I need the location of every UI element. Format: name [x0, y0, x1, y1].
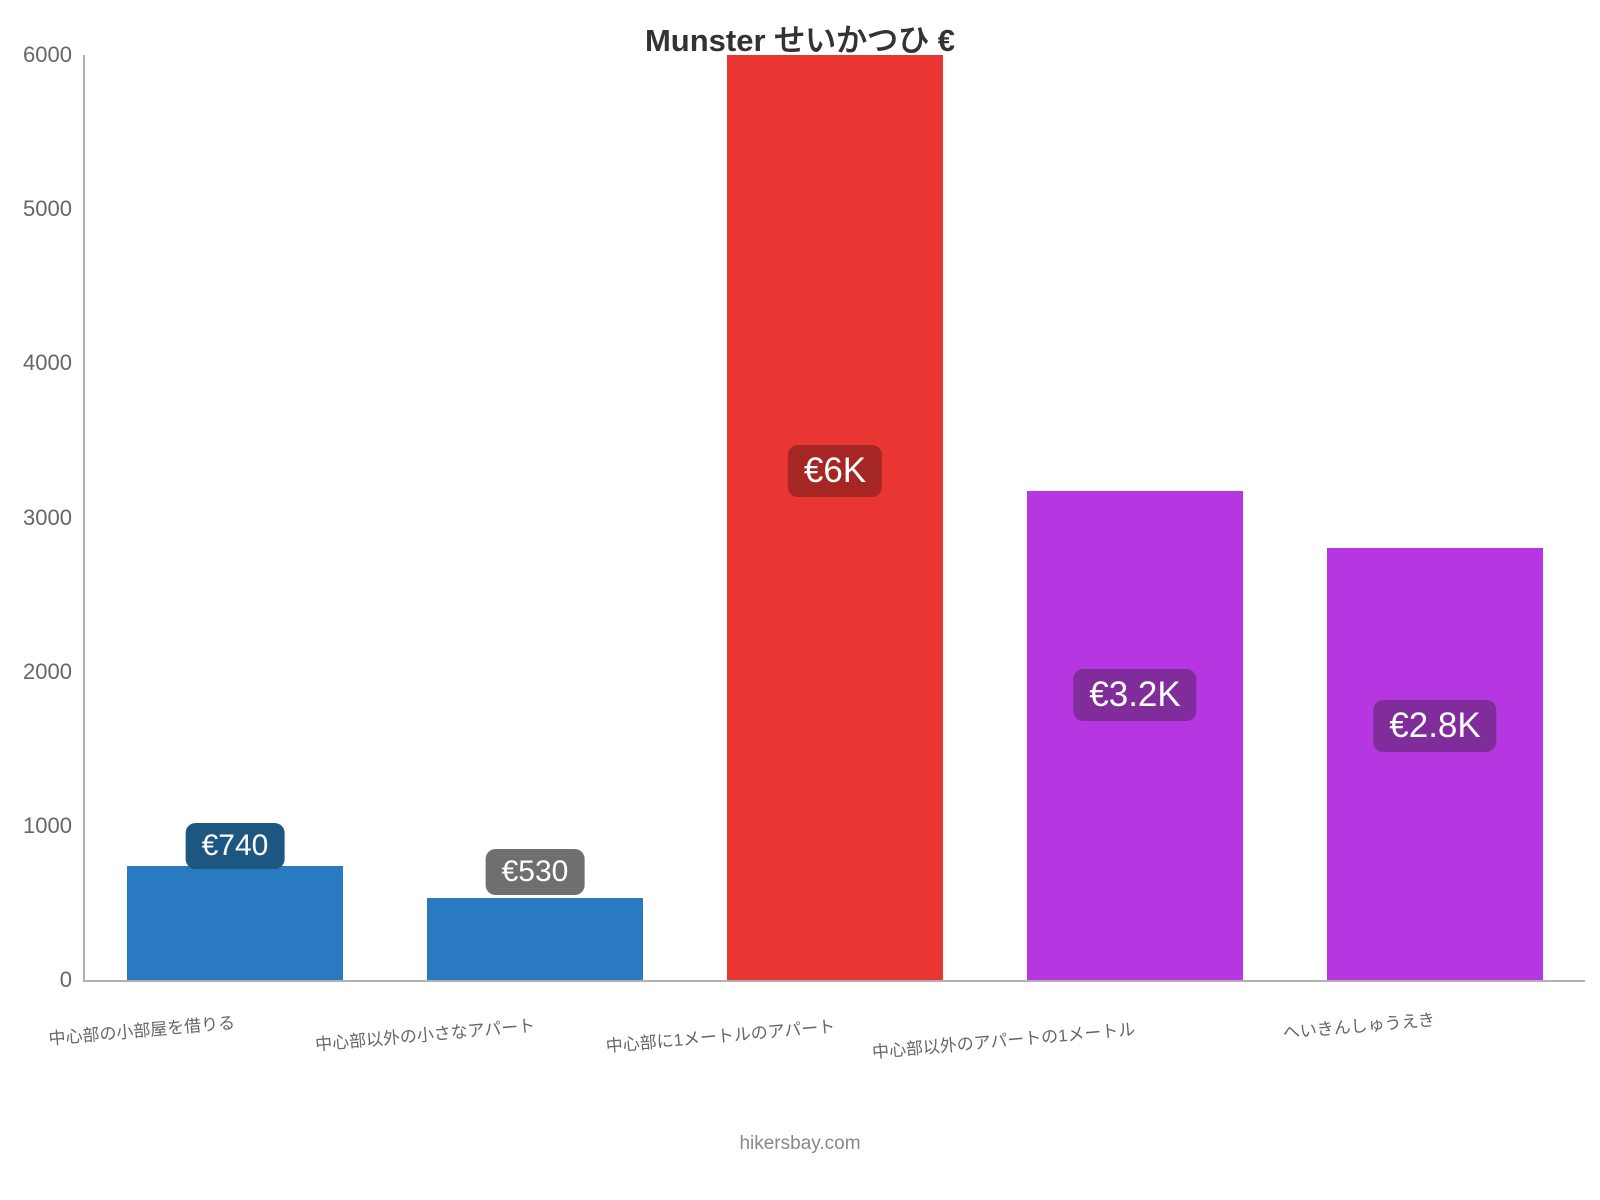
- value-badge: €740: [186, 823, 285, 869]
- x-tick-label: 中心部以外のアパートの1メートル: [871, 1015, 1136, 1063]
- value-badge: €530: [486, 849, 585, 895]
- value-badge: €2.8K: [1373, 700, 1496, 752]
- x-tick-label: へいきんしゅうえき: [1282, 1005, 1436, 1043]
- x-tick-label: 中心部以外の小さなアパート: [314, 1011, 536, 1055]
- value-badge: €3.2K: [1073, 669, 1196, 721]
- y-tick-label: 1000: [23, 813, 72, 839]
- x-tick-label: 中心部に1メートルのアパート: [605, 1012, 836, 1057]
- value-badge: €6K: [788, 445, 882, 497]
- y-tick-label: 0: [60, 967, 72, 993]
- y-tick-label: 6000: [23, 42, 72, 68]
- x-tick-label: 中心部の小部屋を借りる: [47, 1008, 235, 1049]
- bar: [1327, 548, 1543, 980]
- bar: [1027, 491, 1243, 980]
- y-tick-label: 5000: [23, 196, 72, 222]
- bar: [127, 866, 343, 980]
- y-tick-label: 2000: [23, 659, 72, 685]
- y-tick-label: 3000: [23, 505, 72, 531]
- chart-container: Munster せいかつひ € €740 €530 €6K €3.2K €2.8K hi…: [0, 0, 1600, 1200]
- bar: [727, 55, 943, 980]
- watermark: hikersbay.com: [0, 1133, 1600, 1155]
- bar: [427, 898, 643, 980]
- plot-area: €740 €530 €6K €3.2K €2.8K: [83, 55, 1585, 982]
- y-tick-label: 4000: [23, 350, 72, 376]
- chart-title: Munster せいかつひ €: [0, 15, 1600, 60]
